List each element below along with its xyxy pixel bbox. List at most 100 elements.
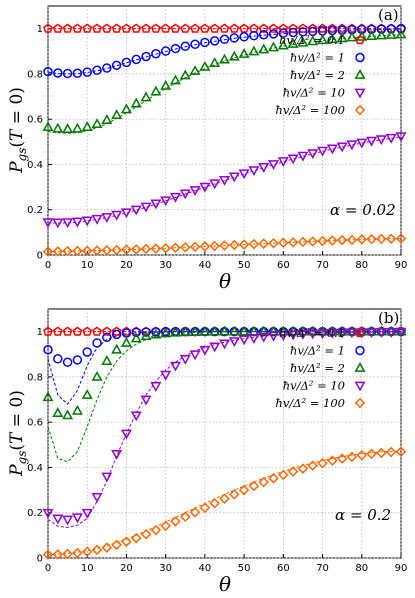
markers bbox=[42, 23, 407, 257]
legend-marker-10 bbox=[354, 88, 366, 99]
data-point-10 bbox=[179, 189, 191, 200]
data-point-10 bbox=[62, 218, 74, 229]
data-point-1 bbox=[82, 347, 92, 357]
data-point-1 bbox=[53, 354, 63, 364]
data-point-10 bbox=[307, 149, 319, 160]
data-point-10 bbox=[385, 133, 397, 144]
data-point-0_1 bbox=[92, 23, 102, 33]
data-point-1 bbox=[43, 66, 53, 77]
data-point-100 bbox=[287, 237, 299, 248]
dashed-curve-100 bbox=[47, 450, 402, 556]
dashed-curve-10 bbox=[47, 136, 402, 224]
legend-label: ħv/Δ² = 0.1 bbox=[279, 33, 345, 47]
data-point-10 bbox=[71, 513, 83, 524]
data-point-10 bbox=[111, 449, 123, 460]
data-point-100 bbox=[297, 463, 309, 474]
data-point-10 bbox=[160, 370, 172, 381]
data-point-2 bbox=[268, 41, 280, 52]
legend-marker-2 bbox=[354, 362, 366, 372]
data-point-100 bbox=[91, 544, 103, 556]
data-point-2 bbox=[150, 85, 162, 96]
data-point-2 bbox=[277, 325, 289, 336]
data-point-100 bbox=[189, 241, 201, 253]
data-point-2 bbox=[336, 325, 348, 336]
data-point-2 bbox=[140, 91, 152, 102]
grid bbox=[47, 6, 402, 256]
y-tick-label: 0.6 bbox=[27, 418, 43, 429]
legend-label: ħv/Δ² = 2 bbox=[290, 68, 345, 82]
data-point-10 bbox=[219, 339, 230, 350]
data-point-100 bbox=[170, 516, 181, 527]
data-point-2 bbox=[199, 325, 211, 336]
x-tick-label: 50 bbox=[238, 563, 251, 574]
y-axis-title: Pgs(T = 0) bbox=[7, 87, 29, 174]
x-tick-label: 10 bbox=[81, 563, 94, 574]
data-point-100 bbox=[385, 233, 397, 244]
x-axis-title: θ bbox=[219, 572, 231, 596]
data-point-2 bbox=[307, 35, 319, 46]
data-point-2 bbox=[169, 74, 181, 85]
data-point-1 bbox=[219, 34, 230, 45]
data-point-100 bbox=[121, 536, 132, 547]
data-point-100 bbox=[258, 476, 269, 488]
data-point-1 bbox=[366, 24, 377, 35]
data-point-100 bbox=[327, 455, 338, 466]
data-point-100 bbox=[238, 484, 250, 496]
alpha-annotation: α = 0.2 bbox=[335, 506, 391, 524]
data-point-1 bbox=[200, 37, 210, 48]
data-point-10 bbox=[199, 182, 211, 193]
data-point-10 bbox=[62, 515, 74, 526]
data-point-100 bbox=[317, 235, 328, 247]
data-point-2 bbox=[268, 325, 280, 336]
data-point-100 bbox=[287, 466, 299, 477]
x-tick-label: 60 bbox=[277, 260, 290, 271]
data-point-2 bbox=[238, 48, 250, 58]
data-point-0_1 bbox=[72, 23, 83, 33]
data-point-2 bbox=[52, 407, 64, 418]
data-point-0_1 bbox=[170, 23, 181, 33]
data-point-1 bbox=[298, 27, 308, 37]
data-point-2 bbox=[91, 370, 103, 381]
data-point-100 bbox=[42, 549, 54, 560]
data-point-0_1 bbox=[43, 23, 53, 33]
data-point-2 bbox=[228, 325, 240, 336]
data-point-0_1 bbox=[150, 23, 161, 33]
y-tick-label: 0.6 bbox=[27, 115, 43, 126]
data-point-2 bbox=[199, 60, 211, 71]
data-point-1 bbox=[141, 327, 151, 337]
x-axis-title: θ bbox=[219, 269, 231, 293]
data-point-10 bbox=[395, 327, 407, 338]
data-point-2 bbox=[287, 38, 299, 48]
data-point-100 bbox=[395, 446, 407, 457]
data-point-1 bbox=[102, 332, 112, 343]
markers bbox=[42, 325, 407, 560]
data-point-100 bbox=[307, 460, 319, 471]
y-tick-label: 0.4 bbox=[27, 463, 43, 474]
data-point-0_1 bbox=[239, 23, 249, 33]
data-point-10 bbox=[268, 331, 280, 342]
data-point-10 bbox=[346, 328, 358, 339]
data-point-0_1 bbox=[317, 23, 328, 33]
data-point-2 bbox=[169, 326, 181, 337]
legend-label: ħv/Δ² = 10 bbox=[283, 379, 345, 393]
legend-label: ħv/Δ² = 0.1 bbox=[279, 326, 345, 340]
data-point-10 bbox=[169, 361, 181, 372]
data-point-100 bbox=[336, 453, 348, 464]
y-tick-label: 0 bbox=[37, 554, 43, 565]
legend: ħv/Δ² = 0.1 ħv/Δ² = 1 ħv/Δ² = 2 ħv/Δ² = 10 ħ… bbox=[275, 326, 366, 410]
x-tick-label: 0 bbox=[45, 563, 51, 574]
data-point-10 bbox=[160, 196, 172, 207]
data-point-10 bbox=[277, 157, 289, 168]
data-point-2 bbox=[336, 32, 348, 43]
axes: 0 10 20 30 40 50 60 70 80 90 0 0.2 0.4 0.6 0.8 1 bbox=[27, 327, 407, 574]
x-tick-label: 0 bbox=[45, 260, 51, 271]
data-point-0_1 bbox=[62, 326, 73, 336]
data-point-10 bbox=[287, 330, 299, 341]
data-point-2 bbox=[219, 53, 230, 64]
data-point-1 bbox=[43, 345, 53, 355]
y-tick-label: 1 bbox=[37, 327, 43, 338]
data-point-100 bbox=[111, 244, 122, 256]
y-tick-label: 0.2 bbox=[27, 508, 43, 519]
data-point-1 bbox=[386, 24, 396, 34]
data-point-100 bbox=[356, 234, 368, 245]
